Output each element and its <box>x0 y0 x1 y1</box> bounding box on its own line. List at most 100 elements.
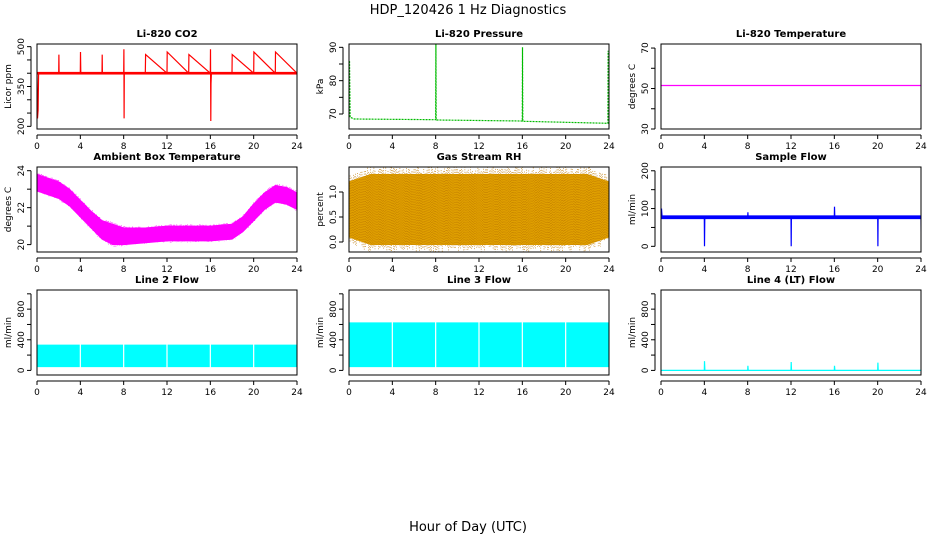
panel-4: Ambient Box Temperature degrees C 0 4 8 12 16 2… <box>4 152 303 275</box>
x-tick-label: 0 <box>658 265 664 275</box>
panel-title: Line 2 Flow <box>135 275 199 286</box>
y-tick-label: 400 <box>329 331 339 348</box>
y-tick-label: 80 <box>329 75 339 87</box>
x-tick-label: 4 <box>701 265 707 275</box>
panel-title: Li-820 CO2 <box>136 29 197 40</box>
y-tick-label: 24 <box>17 165 27 177</box>
y-tick-label: 0.5 <box>329 210 339 224</box>
y-axis: 30 50 70 <box>641 42 656 135</box>
x-tick-label: 24 <box>291 265 303 275</box>
x-tick-label: 24 <box>915 142 927 152</box>
x-tick-label: 16 <box>829 388 841 398</box>
y-axis: 0.0 0.5 1.0 <box>329 185 344 249</box>
x-tick-label: 20 <box>248 265 260 275</box>
panel-title: Line 3 Flow <box>447 275 511 286</box>
plot-area <box>37 343 297 369</box>
x-tick-label: 12 <box>785 265 796 275</box>
y-tick-label: 30 <box>641 123 651 135</box>
x-tick-label: 20 <box>560 388 572 398</box>
x-tick-label: 24 <box>291 388 303 398</box>
y-axis: 0 400 800 <box>17 293 32 373</box>
x-tick-label: 4 <box>77 388 83 398</box>
x-tick-label: 0 <box>34 388 40 398</box>
plot-frame <box>660 289 922 376</box>
x-tick-label: 16 <box>205 142 217 152</box>
x-tick-label: 8 <box>121 388 127 398</box>
x-tick-label: 12 <box>473 142 484 152</box>
x-tick-label: 12 <box>473 265 484 275</box>
x-tick-label: 0 <box>346 142 352 152</box>
x-tick-label: 16 <box>517 142 529 152</box>
plot-area <box>37 49 297 122</box>
panel-5: Gas Stream RH percent 0 4 8 12 16 20 24 0.0 0.5 1.0 <box>316 152 615 275</box>
plot-area <box>37 172 297 247</box>
data-line <box>661 206 921 247</box>
x-axis: 0 4 8 12 16 20 24 <box>346 257 615 275</box>
y-axis-label: kPa <box>316 79 326 95</box>
x-axis: 0 4 8 12 16 20 24 <box>346 380 615 398</box>
panel-title: Sample Flow <box>755 152 827 163</box>
x-tick-label: 4 <box>389 142 395 152</box>
x-tick-label: 20 <box>560 142 572 152</box>
x-axis: 0 4 8 12 16 20 24 <box>34 380 303 398</box>
y-axis: 0 400 800 <box>641 293 656 373</box>
x-tick-label: 8 <box>433 388 439 398</box>
x-tick-label: 4 <box>77 265 83 275</box>
panel-title: Li-820 Temperature <box>736 29 846 40</box>
x-tick-label: 8 <box>121 142 127 152</box>
y-tick-label: 20 <box>17 239 27 251</box>
y-axis-label: percent <box>316 192 326 227</box>
y-axis: 0 400 800 <box>329 293 344 373</box>
x-axis: 0 4 8 12 16 20 24 <box>658 380 927 398</box>
y-tick-label: 0 <box>641 243 651 249</box>
y-tick-label: 90 <box>329 41 339 53</box>
x-tick-label: 20 <box>872 265 884 275</box>
y-tick-label: 350 <box>17 78 27 95</box>
panel-9: Line 4 (LT) Flow ml/min 0 4 8 12 16 20 24 0 400 800 <box>628 275 927 398</box>
x-axis: 0 4 8 12 16 20 24 <box>34 134 303 152</box>
x-tick-label: 16 <box>205 388 217 398</box>
panel-8: Line 3 Flow ml/min 0 4 8 12 16 20 24 0 400 800 <box>316 275 615 398</box>
panel-title: Ambient Box Temperature <box>93 152 240 163</box>
x-tick-label: 20 <box>872 142 884 152</box>
y-tick-label: 400 <box>17 331 27 348</box>
x-tick-label: 8 <box>745 265 751 275</box>
x-tick-label: 8 <box>433 142 439 152</box>
panel-3: Li-820 Temperature degrees C 0 4 8 12 16 20 24 30… <box>628 29 927 152</box>
x-tick-label: 16 <box>829 142 841 152</box>
x-tick-label: 20 <box>248 142 260 152</box>
x-tick-label: 12 <box>785 142 796 152</box>
y-axis-label: degrees C <box>628 64 638 109</box>
y-axis-label: ml/min <box>628 317 638 348</box>
panel-title: Line 4 (LT) Flow <box>747 275 835 286</box>
x-tick-label: 24 <box>291 142 303 152</box>
y-axis-label: ml/min <box>628 194 638 225</box>
plot-frame <box>348 289 610 376</box>
x-axis: 0 4 8 12 16 20 24 <box>346 134 615 152</box>
panel-7: Line 2 Flow ml/min 0 4 8 12 16 20 24 0 400 800 <box>4 275 303 398</box>
x-tick-label: 24 <box>603 388 615 398</box>
x-tick-label: 4 <box>389 388 395 398</box>
plot-area <box>349 320 609 369</box>
y-tick-label: 0 <box>641 367 651 373</box>
figure-title: HDP_120426 1 Hz Diagnostics <box>370 3 567 18</box>
y-tick-label: 1.0 <box>329 185 339 200</box>
y-tick-label: 50 <box>641 83 651 95</box>
x-tick-label: 4 <box>77 142 83 152</box>
panel-2: Li-820 Pressure kPa 0 4 8 12 16 20 24 70 80 90 <box>316 29 615 152</box>
x-tick-label: 0 <box>34 265 40 275</box>
x-tick-label: 12 <box>473 388 484 398</box>
figure-xlabel: Hour of Day (UTC) <box>409 520 527 535</box>
x-tick-label: 16 <box>205 265 217 275</box>
y-tick-label: 800 <box>641 300 651 317</box>
y-tick-label: 70 <box>641 42 651 54</box>
x-tick-label: 16 <box>517 265 529 275</box>
x-tick-label: 4 <box>701 388 707 398</box>
y-axis-label: ml/min <box>316 317 326 348</box>
x-tick-label: 16 <box>517 388 529 398</box>
y-tick-label: 0 <box>17 367 27 373</box>
x-axis: 0 4 8 12 16 20 24 <box>658 134 927 152</box>
